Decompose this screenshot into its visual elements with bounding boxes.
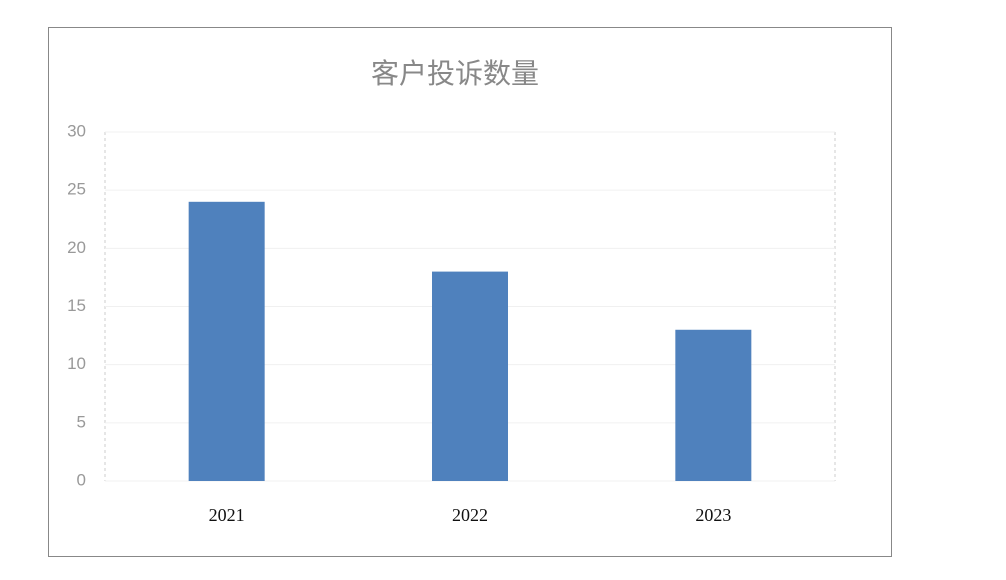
y-tick-label: 30 [67, 121, 86, 140]
bar [188, 201, 265, 482]
chart-title: 客户投诉数量 [371, 57, 539, 90]
y-tick-label: 5 [77, 412, 86, 431]
y-tick-label: 25 [67, 180, 86, 199]
x-tick-label: 2023 [695, 505, 731, 525]
y-tick-label: 10 [67, 354, 86, 373]
bar [432, 271, 508, 481]
y-tick-label: 15 [67, 296, 86, 315]
x-tick-label: 2022 [452, 505, 488, 525]
y-tick-label: 0 [77, 470, 86, 489]
x-tick-label: 2021 [209, 505, 245, 525]
bar [675, 329, 752, 481]
y-tick-label: 20 [67, 238, 86, 257]
